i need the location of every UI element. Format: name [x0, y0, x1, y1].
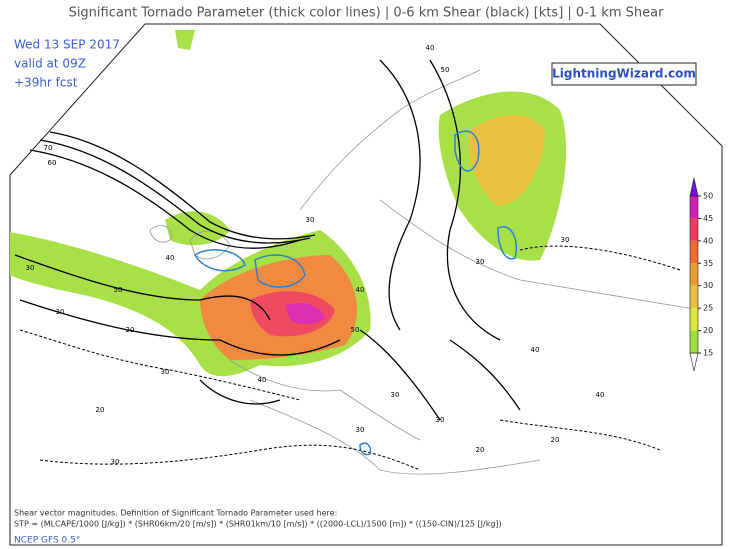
contour-label: 30: [56, 308, 65, 316]
footer-formula: STP = (MLCAPE/1000 [J/kg]) * (SHR06km/20…: [14, 520, 502, 529]
forecast-hour: +39hr fcst: [14, 76, 78, 90]
contour-label: 20: [551, 436, 560, 444]
contour-label: 60: [48, 159, 57, 167]
colorbar-tick-label: 45: [703, 214, 713, 223]
shear-contours-dashed: [19, 245, 681, 471]
contour-label: 40: [531, 346, 540, 354]
logo: LightningWizard.com: [552, 67, 696, 81]
contour-label: 30: [111, 458, 120, 466]
colorbar-outline: [689, 195, 699, 354]
colorbar-band: [690, 330, 698, 353]
colorbar-tick-label: 35: [703, 259, 713, 268]
valid-time: valid at 09Z: [14, 57, 86, 71]
contour-label: 20: [126, 326, 135, 334]
shear-contours: [14, 59, 521, 421]
contour-label: 50: [441, 66, 450, 74]
title: Significant Tornado Parameter (thick col…: [69, 6, 665, 21]
contour-label: 40: [426, 44, 435, 52]
colorbar: 15 20 25 30 35 40 45 50: [689, 177, 713, 372]
contour-label: 30: [306, 216, 315, 224]
colorbar-tick-label: 50: [703, 192, 713, 201]
date: Wed 13 SEP 2017: [14, 38, 120, 52]
logo-box: [551, 62, 697, 86]
colorbar-tick-label: 15: [703, 349, 713, 358]
map-geography: [149, 69, 701, 475]
colorbar-band: [690, 308, 698, 331]
contour-label: 40: [596, 391, 605, 399]
colorbar-band: [690, 218, 698, 241]
contour-label: 30: [436, 416, 445, 424]
contour-label: 40: [166, 254, 175, 262]
contour-label: 30: [161, 368, 170, 376]
stp-contours: [193, 130, 517, 456]
contour-label: 30: [561, 236, 570, 244]
contour-label: 40: [356, 286, 365, 294]
contour-label: 70: [44, 144, 53, 152]
colorbar-tick-label: 40: [703, 236, 713, 245]
contour-labels: 70 60 50 40 30 20 50 40 30 30 40 50 30 20 30 40 30 30 20 30…: [26, 44, 605, 466]
colorbar-tick-label: 25: [703, 304, 713, 313]
footer-line: Shear vector magnitudes. Definition of S…: [14, 509, 337, 518]
map-shading: [10, 30, 567, 377]
colorbar-tick-label: 20: [703, 326, 713, 335]
model: NCEP GFS 0.5°: [14, 536, 80, 546]
contour-label: 40: [258, 376, 267, 384]
colorbar-band: [690, 196, 698, 219]
contour-label: 30: [476, 258, 485, 266]
contour-label: 50: [114, 286, 123, 294]
contour-label: 50: [351, 326, 360, 334]
contour-label: 30: [356, 426, 365, 434]
colorbar-band: [690, 240, 698, 264]
colorbar-band: [690, 263, 698, 286]
contour-label: 20: [476, 446, 485, 454]
colorbar-band: [690, 285, 698, 309]
contour-label: 20: [96, 406, 105, 414]
contour-label: 30: [391, 391, 400, 399]
colorbar-tick-label: 30: [703, 281, 713, 290]
contour-label: 30: [26, 264, 35, 272]
